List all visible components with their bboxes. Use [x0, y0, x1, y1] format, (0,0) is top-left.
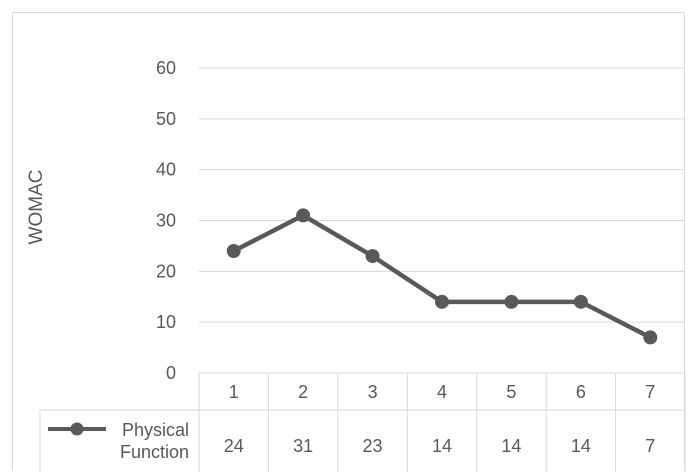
y-tick-label-60: 60 [156, 58, 176, 78]
y-tick-label-30: 30 [156, 211, 176, 231]
x-category-label-7: 7 [645, 382, 655, 402]
y-tick-label-50: 50 [156, 109, 176, 129]
data-table: 1 24 2 31 3 23 4 14 5 14 6 14 7 7 Physical Function [39, 372, 686, 472]
data-point-2 [296, 208, 311, 223]
series-physical-function [226, 208, 658, 345]
legend-series-name-line: Function [120, 442, 189, 462]
table-value-1: 24 [224, 436, 244, 456]
chart-frame [12, 12, 685, 470]
y-tick-label-0: 0 [166, 363, 176, 383]
data-point-4 [435, 294, 449, 309]
series-line-physical-function [231, 213, 653, 340]
data-point-3 [365, 249, 380, 264]
y-tick-label-40: 40 [156, 160, 176, 180]
y-tick-label-10: 10 [156, 312, 176, 332]
x-category-label-6: 6 [576, 382, 586, 402]
table-value-6: 14 [571, 436, 591, 456]
gridlines [199, 67, 685, 323]
legend-series-name: Physical Function [120, 420, 189, 462]
y-axis-title: WOMAC [26, 170, 47, 245]
x-category-label-3: 3 [368, 382, 378, 402]
x-category-label-1: 1 [229, 382, 239, 402]
table-value-3: 23 [363, 436, 383, 456]
data-point-7 [643, 330, 658, 345]
data-point-5 [504, 294, 519, 309]
data-point-1 [226, 244, 241, 258]
table-value-2: 31 [293, 436, 313, 456]
table-value-5: 14 [501, 436, 521, 456]
x-category-label-2: 2 [298, 382, 308, 402]
table-value-4: 14 [432, 436, 452, 456]
table-value-7: 7 [645, 436, 655, 456]
x-category-label-4: 4 [437, 382, 447, 402]
x-category-label-5: 5 [506, 382, 516, 402]
data-point-6 [573, 294, 588, 309]
y-tick-label-20: 20 [156, 261, 176, 281]
y-axis-ticks: 0 10 20 30 40 50 60 [156, 58, 176, 383]
legend-marker-key [70, 422, 84, 436]
legend-series-name-line: Physical [122, 420, 189, 440]
